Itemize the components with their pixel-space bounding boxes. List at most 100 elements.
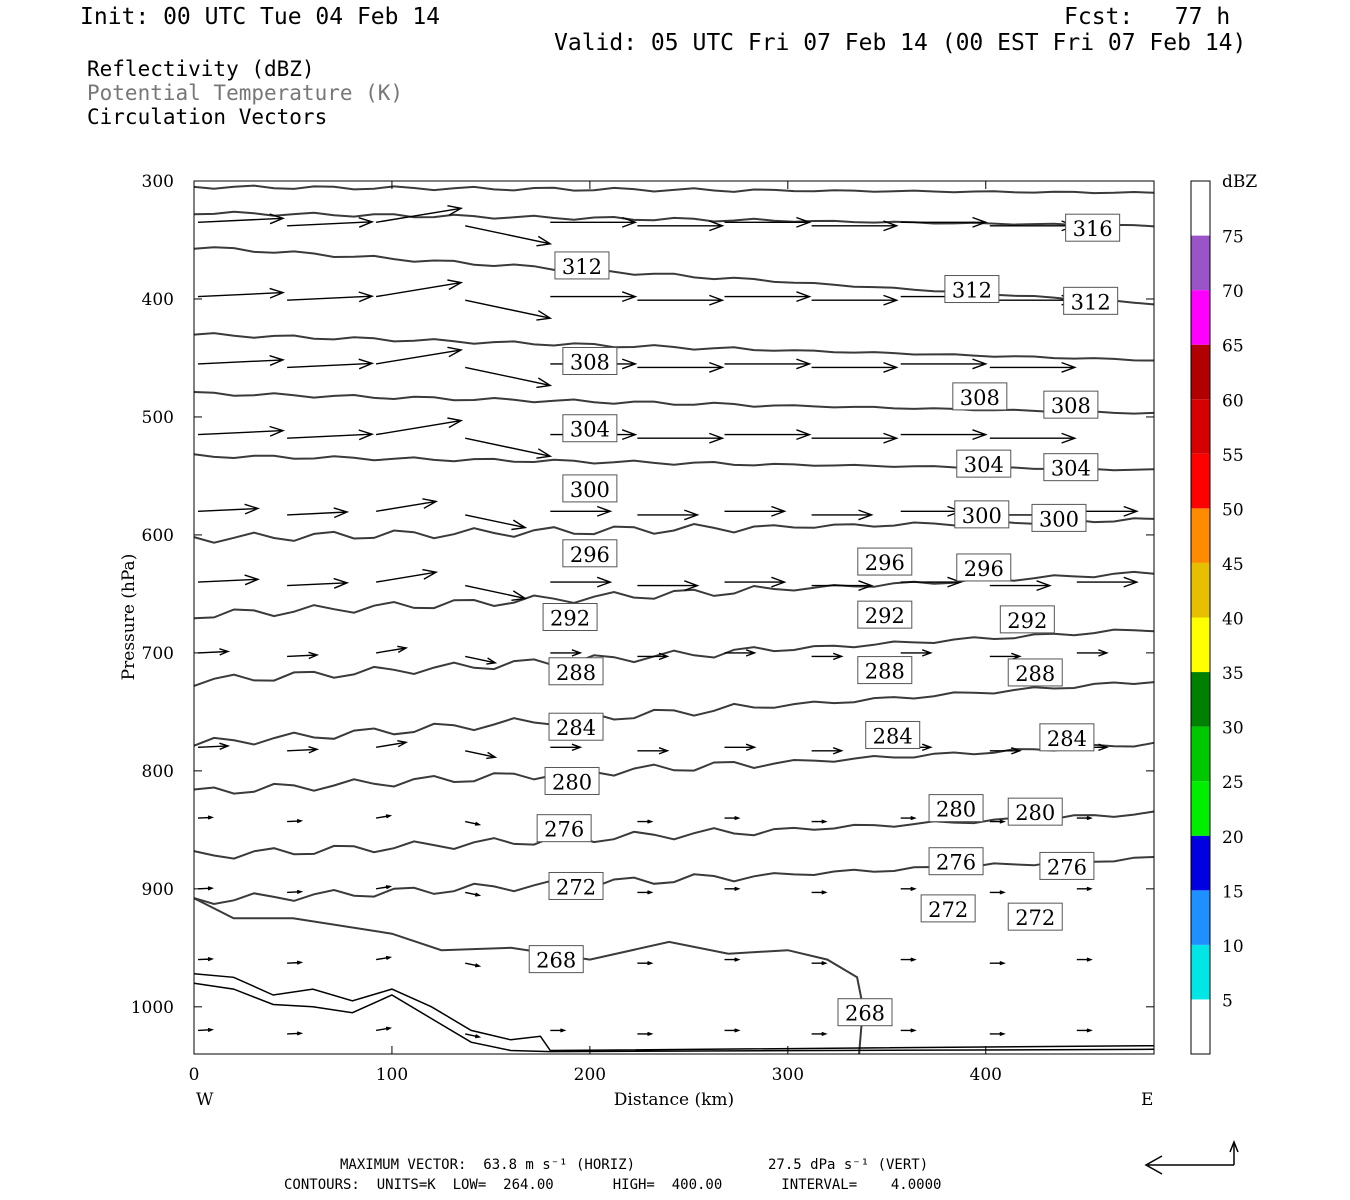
svg-text:304: 304 — [1051, 457, 1091, 481]
colorbar-tick-label-5: 30 — [1222, 719, 1244, 739]
y-tick-label-0: 300 — [142, 172, 174, 192]
vector-arrow-91 — [811, 819, 828, 824]
vector-arrow-37 — [811, 432, 899, 444]
vector-arrow-68 — [724, 649, 757, 657]
vector-arrow-108 — [375, 955, 393, 961]
theta-contour-3 — [193, 332, 1155, 362]
vector-arrow-22 — [375, 346, 464, 365]
colorbar-swatch-13 — [1191, 290, 1210, 345]
colorbar-frame — [1190, 180, 1211, 1055]
vector-arrow-5 — [637, 220, 725, 232]
colorbar-tick-label-13: 70 — [1222, 282, 1244, 302]
contour-info: CONTOURS: UNITS=K LOW= 264.00 HIGH= 400.… — [284, 1177, 942, 1193]
svg-text:304: 304 — [964, 453, 1004, 477]
svg-text:300: 300 — [570, 478, 610, 502]
vector-arrow-36 — [724, 429, 812, 441]
colorbar-swatch-4 — [1191, 781, 1210, 836]
vector-arrow-4 — [550, 216, 638, 228]
colorbar-tick-label-14: 75 — [1222, 228, 1244, 248]
svg-text:288: 288 — [865, 660, 905, 684]
colorbar: 5 10 15 20 25 30 35 40 45 50 55 60 65 70 75 — [1190, 180, 1244, 1055]
valid-time: Valid: 05 UTC Fri 07 Feb 14 (00 EST Fri … — [554, 30, 1247, 56]
vector-arrow-74 — [287, 746, 320, 754]
theta-contour-10 — [193, 741, 1155, 795]
contour-label-11: 300 — [954, 500, 1010, 529]
svg-text:292: 292 — [550, 607, 590, 631]
vector-arrow-120 — [465, 1033, 482, 1039]
legend-potential-temperature: Potential Temperature (K) — [87, 81, 404, 105]
vector-arrow-0 — [197, 213, 286, 225]
svg-text:308: 308 — [570, 350, 610, 374]
contour-label-5: 308 — [952, 382, 1008, 411]
vector-arrow-47 — [811, 509, 874, 521]
contour-label-3: 312 — [1063, 286, 1119, 315]
svg-text:272: 272 — [1015, 906, 1055, 930]
terrain-line-0 — [193, 973, 1155, 1052]
max-vector-horiz: MAXIMUM VECTOR: 63.8 m s⁻¹ (HORIZ) — [340, 1157, 636, 1173]
contour-label-6: 308 — [1043, 390, 1099, 419]
x-axis-west-label: W — [196, 1090, 214, 1110]
contour-label-18: 292 — [999, 605, 1055, 634]
vector-arrow-66 — [550, 649, 583, 657]
legend-circulation-vectors: Circulation Vectors — [87, 105, 328, 129]
vector-arrow-73 — [197, 742, 231, 750]
vector-arrow-45 — [637, 509, 700, 521]
colorbar-tick-label-12: 65 — [1222, 337, 1244, 357]
vector-arrow-117 — [197, 1027, 215, 1033]
vector-arrow-96 — [287, 889, 304, 894]
contour-label-14: 296 — [857, 547, 913, 576]
vector-arrow-15 — [637, 294, 725, 306]
vector-arrow-65 — [465, 655, 498, 665]
colorbar-swatch-3 — [1191, 835, 1210, 891]
vector-arrow-39 — [989, 432, 1077, 444]
colorbar-tick-label-10: 55 — [1222, 446, 1244, 466]
contour-label-13: 296 — [562, 539, 618, 568]
vector-arrow-14 — [550, 291, 638, 303]
contour-label-10: 300 — [562, 474, 618, 503]
y-tick-label-6: 900 — [142, 880, 174, 900]
contour-label-35: 268 — [837, 998, 893, 1027]
vector-arrow-7 — [811, 220, 899, 232]
svg-text:308: 308 — [960, 386, 1000, 410]
contour-label-28: 276 — [536, 814, 592, 843]
vector-arrow-77 — [550, 743, 583, 752]
vector-arrow-29 — [989, 361, 1077, 373]
vector-arrow-16 — [724, 291, 812, 303]
contour-label-7: 304 — [562, 414, 618, 443]
vector-arrow-28 — [900, 358, 988, 370]
contour-label-32: 272 — [920, 894, 976, 923]
vector-arrow-92 — [900, 815, 917, 821]
contour-label-2: 312 — [944, 275, 1000, 304]
svg-text:280: 280 — [936, 798, 976, 822]
vector-arrow-51 — [197, 574, 261, 586]
vector-arrow-1 — [287, 217, 375, 228]
x-tick-label-1: 100 — [376, 1065, 408, 1085]
vector-arrow-98 — [465, 891, 482, 897]
y-tick-label-5: 800 — [142, 762, 174, 782]
contour-label-23: 284 — [865, 720, 921, 749]
y-tick-label-7: 1000 — [131, 998, 174, 1018]
vector-arrow-112 — [724, 957, 741, 962]
vector-arrow-105 — [1076, 886, 1093, 891]
x-tick-label-2: 200 — [574, 1065, 606, 1085]
x-axis-label: Distance (km) — [614, 1090, 734, 1110]
vector-arrow-61 — [1076, 576, 1139, 588]
colorbar-tick-label-1: 10 — [1222, 937, 1244, 957]
colorbar-swatch-15 — [1191, 181, 1210, 236]
axes: 0 100 200 300 400 300 400 500 600 700 800 900 1000 — [131, 172, 1154, 1085]
contour-label-4: 308 — [562, 346, 618, 375]
vector-arrow-23 — [465, 366, 553, 389]
vector-arrow-113 — [811, 961, 828, 966]
svg-text:312: 312 — [562, 255, 602, 279]
svg-text:308: 308 — [1051, 394, 1091, 418]
vector-arrow-41 — [287, 507, 350, 519]
max-vector-vert: 27.5 dPa s⁻¹ (VERT) — [768, 1157, 929, 1173]
contour-label-25: 280 — [544, 766, 600, 795]
colorbar-tick-label-0: 5 — [1222, 991, 1233, 1011]
contour-labels: 316 312 312 312 308 308 308 304 304 304 300 300 300 2… — [528, 213, 1121, 1027]
svg-text:296: 296 — [865, 551, 905, 575]
svg-text:284: 284 — [1047, 727, 1087, 751]
x-tick-label-4: 400 — [970, 1065, 1002, 1085]
vector-arrow-59 — [900, 576, 963, 588]
vector-arrow-114 — [900, 957, 917, 962]
